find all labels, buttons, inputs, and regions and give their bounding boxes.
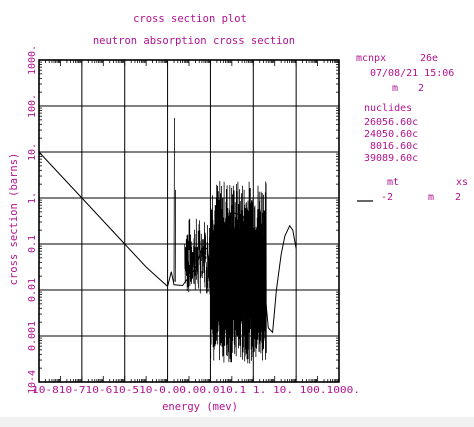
y-tick-label: 10-4 [27, 370, 38, 394]
legend-mt-value: -2 [381, 192, 393, 203]
x-axis-label: energy (mev) [162, 401, 238, 413]
material-label: m [392, 83, 398, 94]
legend-m-label: m [428, 192, 434, 203]
nuclide-item: 8016.60c [370, 141, 418, 152]
window-bottom-strip [0, 417, 474, 427]
nuclide-item: 39089.60c [364, 153, 418, 164]
y-tick-label: 10. [27, 143, 38, 161]
code-version: 26e [420, 53, 438, 64]
chart-title: cross section plot [133, 13, 247, 25]
y-tick-labels: 1000. 100. 10. 1. 0.1 0.01 0.001 10-4 [27, 45, 38, 394]
y-tick-label: 0.1 [27, 235, 38, 253]
chart-subtitle: neutron absorption cross section [93, 35, 295, 47]
plot-series [38, 117, 297, 364]
series-resonances [173, 117, 267, 364]
nuclide-item: 24050.60c [364, 129, 418, 140]
y-tick-label: 0.01 [27, 278, 38, 302]
legend-m-value: 2 [455, 192, 461, 203]
nuclide-item: 26056.60c [364, 117, 418, 128]
run-date: 07/08/21 15:06 [370, 68, 454, 79]
legend-mt-heading: mt [387, 177, 399, 188]
y-axis-label: cross section (barns) [8, 153, 20, 286]
y-tick-label: 1. [27, 192, 38, 204]
code-name: mcnpx [356, 53, 386, 64]
plot-ticks [38, 60, 339, 383]
legend-xs-heading: xs [456, 177, 468, 188]
y-tick-label: 100. [27, 94, 38, 118]
nuclides-heading: nuclides [364, 103, 412, 114]
y-tick-label: 1000. [27, 45, 38, 75]
x-tick-labels: 10-810-710-610-510-0.00.00.010.1 1. 10. … [32, 385, 360, 396]
y-tick-label: 0.001 [27, 321, 38, 351]
material-value: 2 [418, 83, 424, 94]
